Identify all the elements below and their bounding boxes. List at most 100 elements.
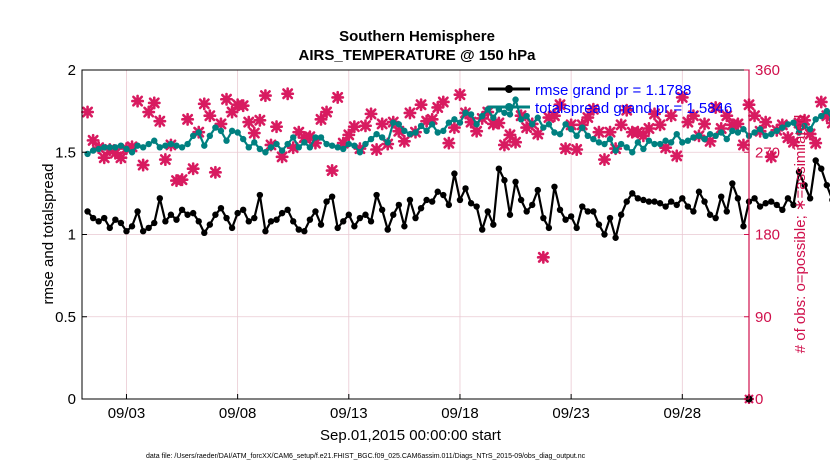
totalspread-marker	[612, 147, 619, 154]
totalspread-marker	[156, 144, 164, 151]
rmse-marker	[273, 216, 280, 223]
totalspread-marker	[195, 129, 202, 136]
totalspread-marker	[629, 149, 636, 156]
legend: rmse grand pr = 1.1788 totalspread grand…	[488, 82, 732, 117]
obs-assimilated-marker	[748, 109, 762, 123]
rmse-marker	[356, 214, 364, 222]
totalspread-marker	[167, 140, 175, 148]
obs-assimilated-marker	[181, 112, 195, 126]
rmse-marker	[573, 224, 580, 232]
rmse-marker	[684, 203, 692, 210]
rmse-marker	[695, 188, 703, 195]
totalspread-marker	[673, 130, 680, 138]
legend-rmse-label: rmse grand pr = 1.1788	[535, 82, 691, 99]
obs-assimilated-marker	[509, 135, 523, 149]
totalspread-marker	[512, 96, 519, 103]
obs-assimilated-marker	[559, 142, 573, 156]
rmse-marker	[679, 195, 686, 202]
y-left-tick-label: 1	[68, 227, 76, 244]
totalspread-marker	[473, 121, 480, 128]
obs-assimilated-marker	[792, 116, 806, 130]
totalspread-marker	[356, 149, 364, 156]
totalspread-marker	[762, 132, 769, 139]
obs-assimilated-marker	[553, 98, 567, 112]
obs-assimilated-marker	[798, 113, 812, 127]
obs-assimilated-marker	[570, 143, 584, 157]
rmse-marker	[201, 229, 208, 237]
rmse-marker	[556, 206, 564, 214]
totalspread-marker	[818, 112, 825, 120]
rmse-marker	[806, 195, 814, 202]
totalspread-marker	[278, 147, 286, 154]
rmse-marker	[178, 206, 186, 214]
totalspread-marker	[178, 144, 186, 151]
totalspread-marker	[290, 134, 297, 141]
obs-assimilated-marker	[158, 153, 172, 167]
rmse-marker	[484, 208, 491, 215]
rmse-marker	[818, 165, 825, 172]
rmse-marker	[89, 214, 97, 222]
totalspread-marker	[812, 116, 819, 123]
totalspread-marker	[590, 135, 597, 143]
totalspread-marker	[412, 129, 419, 136]
totalspread-marker	[667, 139, 675, 146]
totalspread-series	[84, 96, 830, 158]
rmse-marker	[156, 195, 164, 202]
obs-assimilated-marker	[97, 151, 111, 165]
rmse-marker	[167, 211, 175, 218]
y-left-tick-label: 0	[68, 391, 76, 408]
totalspread-marker	[273, 140, 280, 148]
totalspread-marker	[334, 144, 341, 151]
rmse-marker	[590, 208, 597, 215]
rmse-marker	[456, 196, 464, 204]
totalspread-marker	[117, 142, 125, 149]
totalspread-marker	[417, 122, 425, 130]
rmse-marker	[795, 168, 803, 176]
rmse-marker	[278, 209, 286, 217]
obs-assimilated-marker	[636, 129, 650, 143]
rmse-marker	[501, 177, 508, 184]
obs-assimilated-marker	[375, 117, 389, 131]
totalspread-marker	[212, 124, 219, 131]
y-left-tick-label: 0.5	[55, 309, 76, 326]
totalspread-marker	[534, 114, 541, 121]
rmse-marker	[295, 226, 302, 233]
y-right-tick-label: 270	[755, 144, 780, 161]
obs-assimilated-marker	[425, 112, 439, 126]
obs-assimilated-marker	[453, 88, 467, 102]
rmse-marker	[606, 214, 614, 222]
totalspread-marker	[806, 126, 814, 133]
rmse-marker	[451, 170, 458, 177]
obs-assimilated-marker	[225, 105, 239, 119]
obs-assimilated-marker	[292, 125, 306, 139]
totalspread-marker	[784, 121, 792, 128]
totalspread-marker	[262, 149, 269, 156]
rmse-marker	[779, 206, 786, 214]
rmse-marker	[762, 200, 769, 207]
chart-title-line2: AIRS_TEMPERATURE @ 150 hPa	[299, 47, 537, 64]
totalspread-marker	[445, 119, 453, 126]
totalspread-marker	[479, 112, 486, 120]
totalspread-marker	[151, 137, 158, 144]
totalspread-marker	[139, 144, 147, 151]
rmse-marker	[206, 221, 214, 228]
obs-assimilated-marker	[370, 143, 384, 157]
rmse-marker	[601, 231, 608, 238]
obs-assimilated-marker	[614, 118, 628, 132]
obs-assimilated-marker	[703, 134, 717, 148]
obs-assimilated-marker	[803, 127, 817, 141]
totalspread-marker	[384, 139, 391, 146]
rmse-marker	[645, 198, 653, 205]
rmse-marker	[362, 211, 369, 218]
rmse-marker	[479, 226, 486, 233]
totalspread-marker	[434, 129, 441, 136]
obs-assimilated-marker	[531, 127, 545, 141]
rmse-marker	[412, 214, 419, 222]
totalspread-marker	[584, 132, 592, 139]
rmse-marker	[95, 218, 102, 225]
totalspread-marker	[373, 130, 380, 138]
rmse-marker	[139, 228, 147, 235]
totalspread-marker	[729, 127, 736, 135]
totalspread-marker	[84, 150, 91, 158]
rmse-marker	[584, 208, 592, 215]
